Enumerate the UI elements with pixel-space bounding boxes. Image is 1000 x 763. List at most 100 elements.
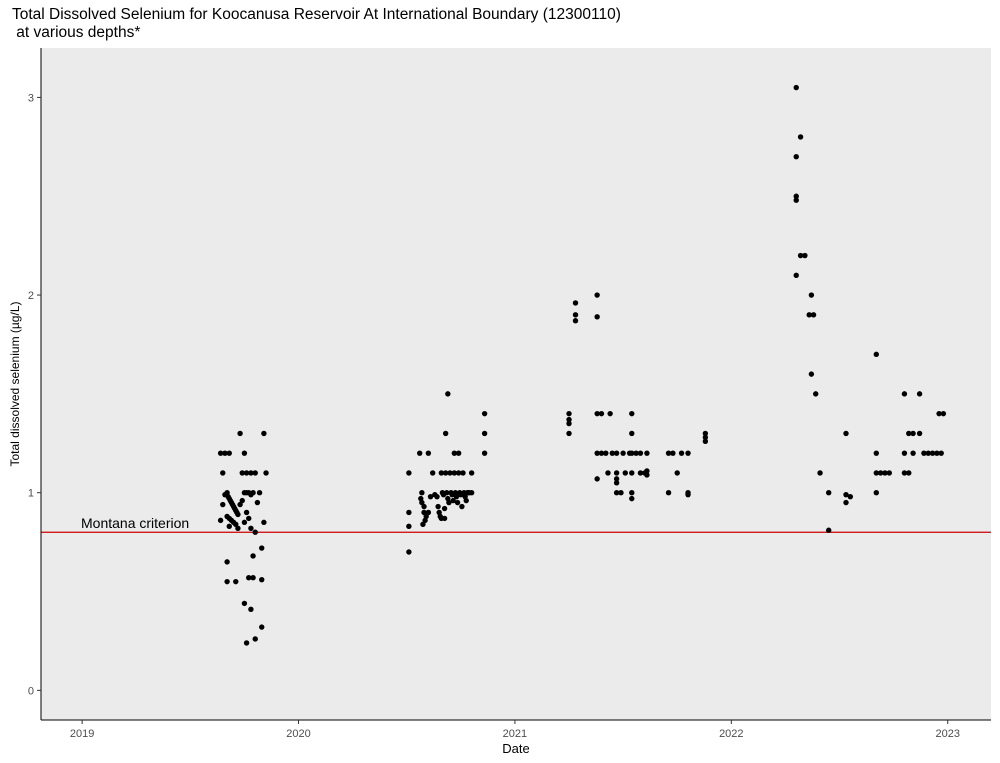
data-point bbox=[438, 470, 445, 476]
data-point bbox=[877, 470, 884, 476]
data-point bbox=[441, 505, 448, 512]
data-point bbox=[629, 470, 635, 476]
data-point bbox=[421, 509, 427, 516]
data-point bbox=[217, 450, 224, 456]
data-point bbox=[629, 430, 635, 437]
data-point bbox=[241, 450, 248, 456]
data-point bbox=[406, 549, 412, 555]
data-point bbox=[925, 450, 931, 456]
data-point bbox=[594, 410, 600, 417]
data-point bbox=[825, 490, 832, 496]
data-point bbox=[921, 450, 927, 456]
y-tick-label: 1 bbox=[28, 488, 34, 500]
data-point bbox=[445, 391, 451, 397]
data-point bbox=[455, 450, 462, 456]
data-point bbox=[419, 490, 425, 496]
data-point bbox=[463, 497, 469, 504]
data-point bbox=[233, 578, 239, 585]
data-point bbox=[702, 438, 709, 445]
data-point bbox=[442, 470, 449, 476]
data-point bbox=[843, 430, 849, 437]
data-point bbox=[459, 503, 465, 510]
data-point bbox=[793, 197, 799, 203]
data-point bbox=[252, 470, 258, 476]
data-point bbox=[248, 470, 254, 476]
data-point bbox=[598, 410, 605, 417]
data-point bbox=[455, 470, 462, 476]
data-point bbox=[702, 430, 709, 437]
data-point bbox=[243, 470, 250, 476]
criterion-label: Montana criterion bbox=[81, 515, 189, 531]
data-point bbox=[243, 640, 250, 646]
data-point bbox=[572, 318, 579, 324]
data-point bbox=[594, 450, 600, 456]
data-point bbox=[940, 410, 947, 417]
data-point bbox=[241, 600, 248, 607]
data-point bbox=[566, 420, 572, 427]
data-point bbox=[702, 434, 709, 441]
data-point bbox=[901, 391, 908, 397]
data-point bbox=[447, 470, 453, 476]
data-point bbox=[237, 430, 243, 437]
data-point bbox=[419, 499, 425, 506]
data-point bbox=[451, 470, 458, 476]
data-point bbox=[421, 503, 427, 510]
data-point bbox=[793, 84, 799, 91]
data-point bbox=[629, 495, 635, 502]
data-point bbox=[825, 527, 832, 533]
data-point bbox=[250, 490, 256, 496]
data-point bbox=[685, 450, 691, 456]
data-point bbox=[629, 490, 635, 496]
data-point bbox=[637, 450, 644, 456]
data-point bbox=[916, 391, 923, 397]
data-point bbox=[572, 312, 579, 318]
y-axis-label: Total dissolved selenium (µg/L) bbox=[8, 302, 22, 467]
data-point bbox=[594, 476, 600, 482]
data-point bbox=[252, 636, 258, 642]
data-point bbox=[237, 501, 243, 508]
data-point bbox=[434, 493, 440, 500]
data-point bbox=[425, 450, 432, 456]
data-point bbox=[446, 499, 452, 506]
data-point bbox=[613, 490, 620, 496]
data-point bbox=[252, 529, 258, 535]
data-point bbox=[444, 490, 450, 496]
data-point bbox=[481, 450, 488, 456]
data-point bbox=[222, 450, 228, 456]
data-point bbox=[248, 525, 254, 531]
chart-subtitle: at various depths* bbox=[12, 24, 141, 41]
data-point bbox=[594, 314, 600, 320]
data-point bbox=[613, 480, 620, 486]
data-point bbox=[906, 470, 912, 476]
data-point bbox=[246, 515, 252, 522]
data-point bbox=[793, 193, 799, 199]
data-point bbox=[808, 371, 815, 377]
data-point bbox=[644, 450, 650, 456]
data-point bbox=[226, 450, 232, 456]
data-point bbox=[468, 470, 475, 476]
data-point bbox=[620, 450, 626, 456]
data-point bbox=[239, 470, 245, 476]
data-point bbox=[442, 430, 449, 437]
data-point bbox=[603, 450, 609, 456]
data-point bbox=[241, 519, 248, 526]
data-point bbox=[435, 503, 441, 510]
data-point bbox=[843, 491, 849, 498]
x-tick-label: 2021 bbox=[503, 728, 527, 740]
data-point bbox=[220, 501, 226, 508]
data-point bbox=[254, 499, 261, 506]
data-point bbox=[613, 450, 620, 456]
data-point bbox=[598, 450, 605, 456]
data-point bbox=[873, 351, 880, 358]
data-point bbox=[808, 292, 815, 298]
data-point bbox=[802, 252, 808, 259]
data-point bbox=[637, 470, 644, 476]
data-point bbox=[670, 450, 676, 456]
data-point bbox=[239, 497, 245, 504]
data-point bbox=[665, 490, 672, 496]
data-point bbox=[674, 470, 680, 476]
data-point bbox=[259, 576, 265, 583]
data-point bbox=[906, 430, 912, 437]
data-point bbox=[246, 574, 252, 581]
data-point bbox=[468, 490, 475, 496]
